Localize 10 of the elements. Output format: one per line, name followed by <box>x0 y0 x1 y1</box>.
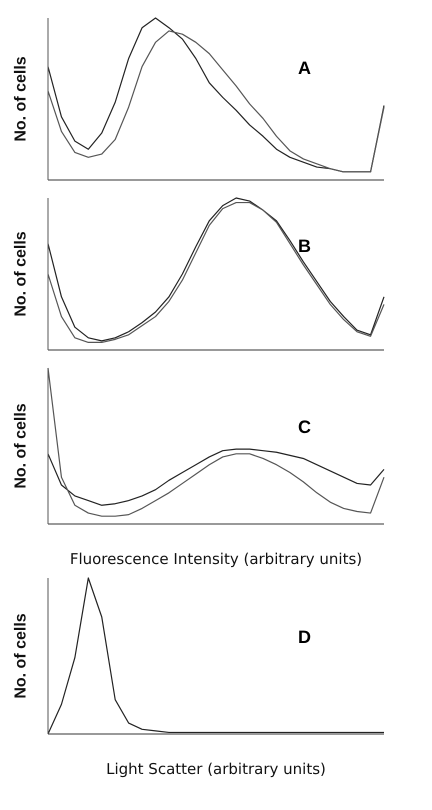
x-axis-title: Fluorescence Intensity (arbitrary units) <box>70 550 362 568</box>
annotation: A <box>298 58 311 80</box>
annotation: C <box>298 416 311 438</box>
x-axis-title: Light Scatter (arbitrary units) <box>106 760 326 778</box>
y-axis-title: No. of cells <box>12 231 30 317</box>
y-axis-title: No. of cells <box>12 403 30 489</box>
annotation: B <box>298 236 311 257</box>
y-axis-title: No. of cells <box>12 613 30 699</box>
y-axis-title: No. of cells <box>12 56 30 142</box>
annotation: D <box>298 626 311 648</box>
